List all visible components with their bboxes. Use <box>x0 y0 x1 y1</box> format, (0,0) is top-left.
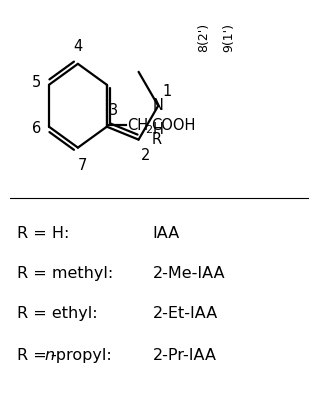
Text: 2-Pr-IAA: 2-Pr-IAA <box>153 348 217 363</box>
Text: IAA: IAA <box>153 226 180 241</box>
Text: 4: 4 <box>73 39 83 54</box>
Text: R = ethyl:: R = ethyl: <box>17 306 98 321</box>
Text: 5: 5 <box>32 75 41 90</box>
Text: H: H <box>153 122 164 138</box>
Text: R = methyl:: R = methyl: <box>17 266 114 281</box>
Text: 6: 6 <box>32 121 41 136</box>
Text: R =: R = <box>17 348 52 363</box>
Text: 2-Me-IAA: 2-Me-IAA <box>153 266 225 281</box>
Text: R = H:: R = H: <box>17 226 70 241</box>
Text: 7: 7 <box>78 158 87 173</box>
Text: 8(2'): 8(2') <box>197 24 210 52</box>
Text: 2: 2 <box>141 148 150 163</box>
Text: -propyl:: -propyl: <box>50 348 112 363</box>
Text: n: n <box>45 348 55 363</box>
Text: 2-Et-IAA: 2-Et-IAA <box>153 306 218 321</box>
Text: 3: 3 <box>109 103 119 118</box>
Text: 2: 2 <box>145 125 152 135</box>
Text: N: N <box>153 98 164 113</box>
Text: 1: 1 <box>163 84 172 99</box>
Text: CH: CH <box>128 118 149 132</box>
Text: COOH: COOH <box>151 118 195 132</box>
Text: 9(1'): 9(1') <box>223 24 235 52</box>
Text: R: R <box>152 132 162 147</box>
